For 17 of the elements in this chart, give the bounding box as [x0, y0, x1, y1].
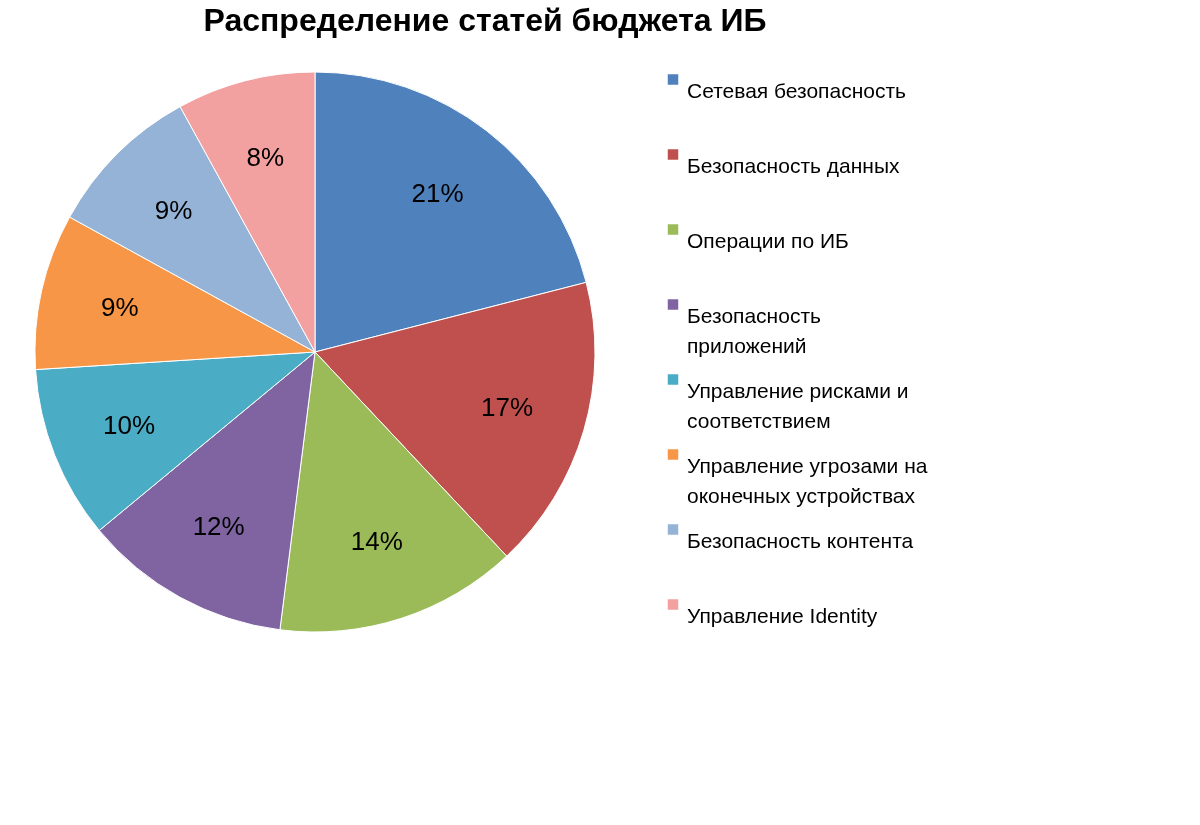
data-label: 10%	[103, 409, 156, 440]
data-label: 14%	[350, 526, 403, 557]
legend-label: Сетевая безопасность	[687, 78, 907, 102]
data-label: 12%	[192, 511, 245, 542]
legend-label: Операции по ИБ	[687, 228, 849, 252]
legend-label: Безопасность приложений	[687, 303, 822, 357]
legend-label: Управление Identity	[687, 603, 878, 627]
data-label: 8%	[246, 142, 285, 173]
data-label: 9%	[101, 292, 139, 323]
chart-title: Распределение статей бюджета ИБ	[203, 2, 767, 38]
legend-label: Безопасность контента	[687, 528, 914, 552]
data-label: 17%	[481, 391, 534, 422]
data-label: 9%	[154, 194, 193, 225]
legend-label: Управление угрозами на оконечных устройствах	[687, 453, 928, 507]
data-label: 21%	[411, 177, 464, 208]
legend-label: Безопасность данных	[687, 153, 901, 177]
legend-label: Управление рисками и соответствием	[687, 378, 909, 432]
